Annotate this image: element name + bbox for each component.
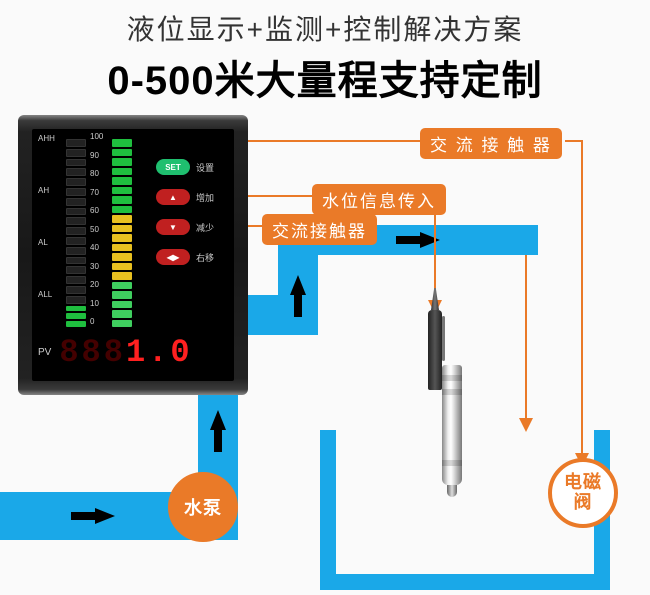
bargraph-left bbox=[66, 137, 86, 327]
scale-numbers: 1009080706050403020100 bbox=[90, 133, 103, 337]
btn-set-pill: SET bbox=[156, 159, 190, 175]
annunciator-all: ALL bbox=[38, 291, 55, 299]
pump-badge: 水泵 bbox=[168, 472, 238, 542]
pv-display: PV 8881.0 bbox=[38, 334, 193, 371]
flow-arrow-up-1 bbox=[210, 410, 226, 430]
annunciator-labels: AHH AH AL ALL bbox=[38, 135, 55, 343]
arrow-tank bbox=[519, 418, 533, 432]
annunciator-al: AL bbox=[38, 239, 55, 247]
bargraph-right bbox=[112, 137, 132, 327]
valve-badge: 电磁阀 bbox=[548, 458, 618, 528]
flow-arrow-right-1 bbox=[95, 508, 115, 524]
btn-up-pill: ▲ bbox=[156, 189, 190, 205]
btn-set-label: 设置 bbox=[196, 161, 214, 174]
btn-shift[interactable]: ◀▶ 右移 bbox=[156, 249, 224, 265]
device-screen: AHH AH AL ALL 1009080706050403020100 SET… bbox=[32, 129, 234, 381]
btn-shift-label: 右移 bbox=[196, 251, 214, 264]
badge-signal-in: 水位信息传入 bbox=[312, 184, 446, 215]
annunciator-ahh: AHH bbox=[38, 135, 55, 143]
flow-arrow-up-2 bbox=[290, 275, 306, 295]
pv-label: PV bbox=[38, 347, 51, 358]
device-buttons: SET 设置 ▲ 增加 ▼ 减少 ◀▶ 右移 bbox=[156, 159, 224, 279]
title-block: 液位显示+监测+控制解决方案 0-500米大量程支持定制 bbox=[0, 0, 650, 106]
title-line2: 0-500米大量程支持定制 bbox=[0, 48, 650, 106]
btn-down-pill: ▼ bbox=[156, 219, 190, 235]
title-line1: 液位显示+监测+控制解决方案 bbox=[0, 8, 650, 48]
btn-set[interactable]: SET 设置 bbox=[156, 159, 224, 175]
connector-valve-line bbox=[581, 140, 583, 458]
btn-up[interactable]: ▲ 增加 bbox=[156, 189, 224, 205]
connector-tank-drop bbox=[525, 255, 527, 420]
connector-top bbox=[248, 140, 420, 142]
btn-shift-pill: ◀▶ bbox=[156, 249, 190, 265]
valve-label: 电磁阀 bbox=[564, 473, 602, 513]
badge-contactor-mid: 交流接触器 bbox=[262, 214, 377, 245]
badge-contactor-top: 交 流 接 触 器 bbox=[420, 128, 562, 159]
btn-down-label: 减少 bbox=[196, 221, 214, 234]
flow-arrow-right-2 bbox=[420, 232, 440, 248]
pv-dim-digits: 888 bbox=[59, 334, 126, 371]
connector-signal bbox=[248, 195, 312, 197]
btn-up-label: 增加 bbox=[196, 191, 214, 204]
pump-label: 水泵 bbox=[184, 494, 222, 520]
connector-mid bbox=[248, 225, 262, 227]
btn-down[interactable]: ▼ 减少 bbox=[156, 219, 224, 235]
level-sensor bbox=[440, 365, 464, 525]
annunciator-ah: AH bbox=[38, 187, 55, 195]
pv-bright-digits: 1.0 bbox=[126, 334, 193, 371]
level-indicator-device: AHH AH AL ALL 1009080706050403020100 SET… bbox=[18, 115, 248, 395]
